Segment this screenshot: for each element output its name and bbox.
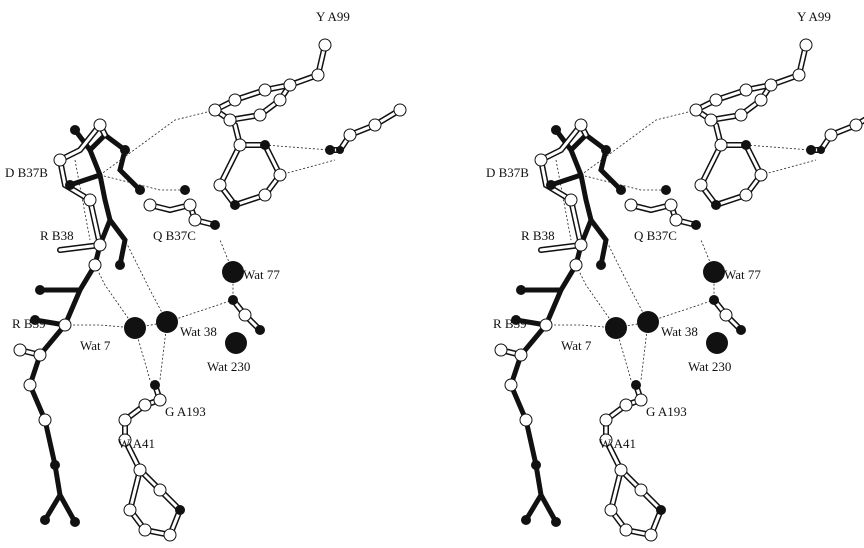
left-residue-label: G A193 bbox=[165, 404, 206, 419]
left-residue-label: Wat 7 bbox=[80, 338, 111, 353]
left-residue-label: D B37B bbox=[5, 165, 48, 180]
right-residue-label: Wat 7 bbox=[561, 338, 592, 353]
right-residue-label: G A193 bbox=[646, 404, 687, 419]
left-residue-label: R B38 bbox=[40, 228, 74, 243]
right-residue-label: Y A99 bbox=[797, 9, 831, 24]
right-residue-label: R B38 bbox=[521, 228, 555, 243]
left-view bbox=[14, 39, 406, 541]
left-residue-label: Y A99 bbox=[316, 9, 350, 24]
right-residue-label: Wat 230 bbox=[688, 359, 731, 374]
right-view bbox=[495, 39, 864, 541]
left-residue-label: Wat 38 bbox=[180, 324, 217, 339]
right-residue-label: R B39 bbox=[493, 316, 527, 331]
left-residue-label: Q B37C bbox=[153, 228, 196, 243]
left-residue-label: Wat 230 bbox=[207, 359, 250, 374]
right-residue-label: W A41 bbox=[599, 436, 636, 451]
right-residue-label: Wat 38 bbox=[661, 324, 698, 339]
left-residue-label: Wat 77 bbox=[243, 267, 280, 282]
left-residue-label: W A41 bbox=[118, 436, 155, 451]
right-residue-label: Q B37C bbox=[634, 228, 677, 243]
stereo-figure: Y A99 D B37B Q B37C R B38 Wat 77 R B39 Wat 7 Wa… bbox=[0, 0, 864, 548]
right-residue-label: D B37B bbox=[486, 165, 529, 180]
right-residue-label: Wat 77 bbox=[724, 267, 761, 282]
left-residue-label: R B39 bbox=[12, 316, 46, 331]
